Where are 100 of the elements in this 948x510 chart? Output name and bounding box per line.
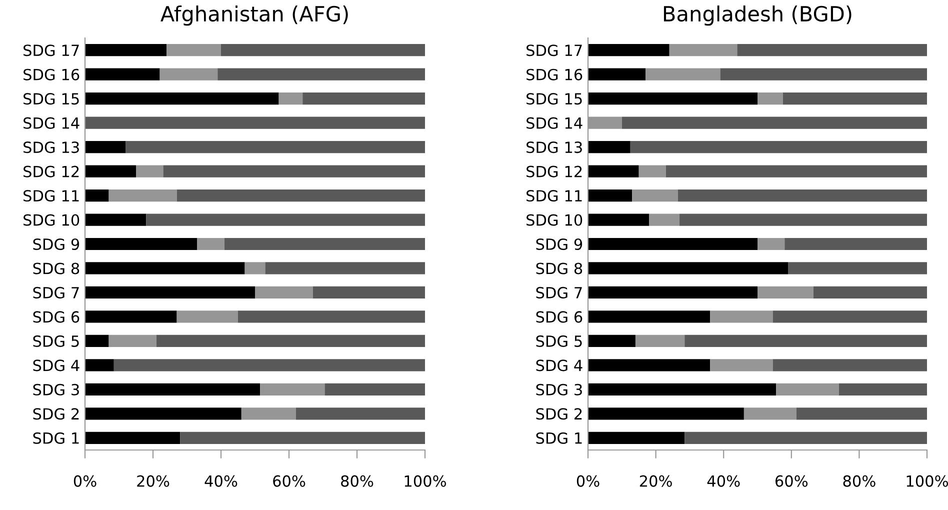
bar (772, 359, 927, 372)
bar (163, 165, 425, 178)
bar (324, 383, 425, 396)
bar (632, 189, 678, 202)
bar (684, 432, 927, 444)
bar (156, 334, 425, 347)
bar (784, 238, 927, 250)
bar (85, 432, 180, 444)
bar (588, 359, 710, 372)
bar (218, 68, 425, 80)
y-tick-label: SDG 14 (526, 117, 582, 129)
bar (758, 286, 814, 299)
y-tick-label: SDG 15 (24, 93, 79, 105)
bar (788, 262, 927, 274)
bar (312, 286, 425, 299)
bar (588, 141, 630, 154)
bar (588, 432, 685, 444)
bar (85, 238, 198, 250)
y-tick-label: SDG 9 (33, 238, 80, 250)
x-tick-label: 80% (341, 475, 374, 487)
bar (255, 286, 313, 299)
bar (166, 44, 221, 56)
y-tick-label: SDG 10 (526, 214, 582, 226)
bar (180, 432, 425, 444)
y-tick-label: SDG 6 (536, 311, 582, 323)
bar (680, 214, 927, 226)
bar (758, 238, 785, 250)
bar (744, 408, 796, 420)
bar (838, 383, 927, 396)
y-tick-label: SDG 6 (33, 311, 80, 323)
bar (146, 214, 425, 226)
bar (622, 116, 927, 129)
bar (85, 310, 177, 323)
y-tick-label: SDG 11 (24, 190, 79, 202)
bar (108, 334, 156, 347)
bar (108, 189, 177, 202)
bar (114, 359, 425, 372)
bar (302, 92, 425, 105)
y-tick-label: SDG 13 (24, 142, 79, 154)
y-tick-label: SDG 1 (536, 432, 582, 444)
x-tick-label: 40% (204, 475, 238, 487)
bar (710, 310, 773, 323)
x-tick-label: 20% (137, 475, 170, 487)
y-tick-label: SDG 9 (536, 238, 582, 250)
bar (737, 44, 927, 56)
bar (635, 334, 685, 347)
y-tick-label: SDG 12 (526, 166, 582, 178)
bar (197, 238, 224, 250)
bar (238, 310, 425, 323)
x-tick-label: 100% (906, 475, 948, 487)
bar (160, 68, 218, 80)
bar (85, 262, 245, 274)
bar (136, 165, 164, 178)
bar (678, 189, 927, 202)
bar (630, 141, 927, 154)
bar (296, 408, 425, 420)
bar (588, 214, 650, 226)
x-tick-label: 40% (707, 475, 740, 487)
y-tick-label: SDG 14 (24, 117, 80, 129)
bar (646, 68, 720, 80)
bar (244, 262, 266, 274)
bar (588, 286, 758, 299)
y-tick-label: SDG 16 (24, 68, 80, 80)
x-tick-label: 0% (74, 475, 96, 487)
bar (176, 189, 425, 202)
y-tick-label: SDG 3 (536, 384, 582, 396)
y-tick-label: SDG 7 (33, 286, 79, 298)
y-tick-label: SDG 7 (536, 286, 582, 298)
y-tick-label: SDG 4 (536, 360, 582, 372)
y-tick-label: SDG 8 (536, 262, 582, 274)
y-tick-label: SDG 17 (24, 44, 79, 56)
bar (85, 116, 425, 129)
bar (224, 238, 425, 250)
bar (85, 286, 255, 299)
bar (796, 408, 927, 420)
bar (85, 165, 136, 178)
y-tick-label: SDG 13 (526, 142, 582, 154)
bar (684, 334, 927, 347)
bar (588, 92, 758, 105)
bar (588, 408, 744, 420)
bar (265, 262, 425, 274)
bar (85, 408, 242, 420)
bar (85, 214, 146, 226)
bar (588, 383, 776, 396)
bar (772, 310, 927, 323)
bar (588, 68, 646, 80)
y-tick-label: SDG 4 (33, 360, 80, 372)
bar (278, 92, 303, 105)
chart-title: Afghanistan (AFG) (160, 6, 348, 26)
x-tick-label: 100% (404, 475, 446, 487)
bar (260, 383, 325, 396)
bar (588, 334, 636, 347)
bar (588, 262, 788, 274)
bar (85, 334, 109, 347)
y-tick-label: SDG 11 (526, 190, 582, 202)
bar (85, 383, 260, 396)
bar (758, 92, 783, 105)
x-tick-label: 60% (775, 475, 808, 487)
bar (126, 141, 425, 154)
x-tick-label: 0% (576, 475, 600, 487)
